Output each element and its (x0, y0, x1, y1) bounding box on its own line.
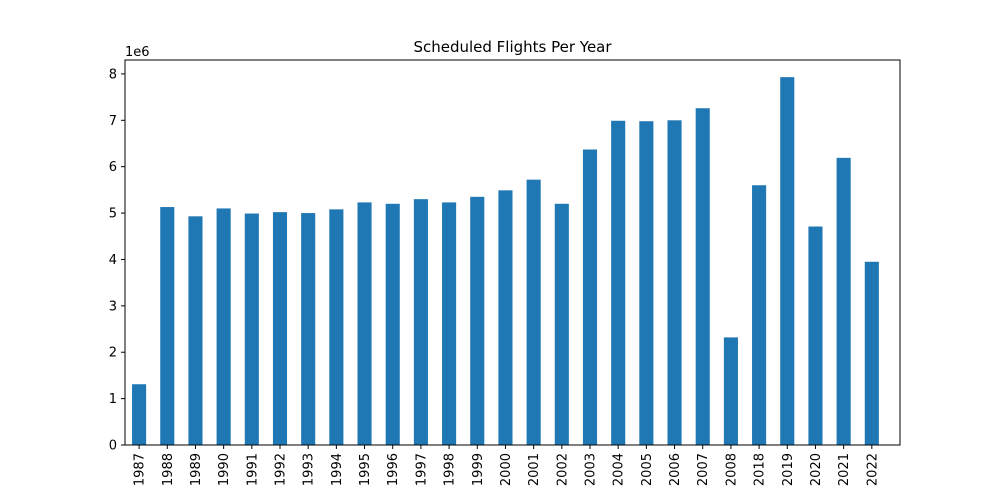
y-tick-label: 3 (109, 299, 117, 314)
x-tick-label: 2002 (555, 453, 570, 486)
bar-1994 (329, 209, 344, 445)
x-tick-label: 2004 (612, 453, 627, 486)
x-tick-label: 1987 (133, 453, 148, 486)
bar-2001 (526, 179, 541, 446)
bar-1988 (160, 207, 175, 445)
x-tick-label: 1999 (471, 453, 486, 486)
x-tick-label: 1992 (274, 453, 289, 486)
x-tick-label: 1993 (302, 453, 317, 486)
bar-1991 (244, 213, 259, 445)
plot-frame (124, 59, 901, 446)
y-axis-multiplier: 1e6 (125, 45, 150, 60)
y-ticks-group: 0 1 2 3 4 5 6 7 8 (109, 67, 125, 454)
x-tick-label: 1995 (358, 453, 373, 486)
x-tick-label: 2019 (781, 453, 796, 486)
y-tick-label: 4 (109, 253, 117, 268)
x-tick-label: 1988 (161, 453, 176, 486)
bar-2018 (752, 185, 767, 446)
x-tick-label: 2005 (640, 453, 655, 486)
bars-group (132, 77, 879, 446)
x-tick-label: 1994 (330, 453, 345, 486)
x-tick-label: 2020 (809, 453, 824, 486)
bar-1989 (188, 216, 203, 445)
bar-1987 (132, 384, 147, 445)
bar-2021 (836, 157, 851, 445)
y-tick-label: 7 (109, 114, 117, 129)
axes-group (124, 59, 901, 446)
y-tick-label: 1 (109, 392, 117, 407)
bar-2005 (639, 121, 654, 445)
chart-title: Scheduled Flights Per Year (413, 38, 612, 56)
bar-1996 (385, 203, 400, 445)
bar-1993 (301, 213, 316, 445)
bar-1990 (216, 208, 231, 445)
x-tick-label: 1989 (189, 453, 204, 486)
bar-2019 (780, 77, 795, 445)
y-tick-label: 8 (109, 67, 117, 82)
bar-1997 (413, 199, 428, 445)
bar-2020 (808, 226, 823, 445)
x-tick-label: 2008 (724, 453, 739, 486)
bar-2006 (667, 120, 682, 446)
bar-1992 (272, 212, 288, 445)
x-tick-label: 1998 (443, 453, 458, 486)
bar-2004 (611, 120, 626, 446)
bar-2002 (554, 203, 569, 445)
x-tick-label: 2021 (837, 453, 852, 486)
bar-1995 (357, 202, 372, 445)
x-tick-label: 2007 (696, 453, 711, 486)
x-tick-label: 1991 (245, 453, 260, 486)
bar-2007 (695, 108, 710, 446)
x-tick-label: 2006 (668, 453, 683, 486)
x-tick-label: 2001 (527, 453, 542, 486)
x-ticks-group: 1987 1988 1989 1990 1991 1992 1993 1994 1995 1996… (133, 445, 880, 486)
x-tick-label: 1996 (386, 453, 401, 486)
x-tick-label: 2003 (584, 453, 599, 486)
y-tick-label: 0 (109, 439, 117, 454)
x-tick-label: 2022 (865, 453, 880, 486)
bar-2000 (498, 190, 513, 445)
y-tick-label: 6 (109, 160, 117, 175)
x-tick-label: 2018 (753, 453, 768, 486)
bar-2022 (864, 261, 879, 445)
y-tick-label: 5 (109, 207, 117, 222)
bar-2008 (723, 337, 738, 445)
bar-1998 (442, 202, 457, 445)
x-tick-label: 1990 (217, 453, 232, 486)
bar-1999 (470, 196, 485, 445)
bar-2003 (582, 149, 598, 445)
x-tick-label: 2000 (499, 453, 514, 486)
x-tick-label: 1997 (414, 453, 429, 486)
y-tick-label: 2 (109, 346, 117, 361)
